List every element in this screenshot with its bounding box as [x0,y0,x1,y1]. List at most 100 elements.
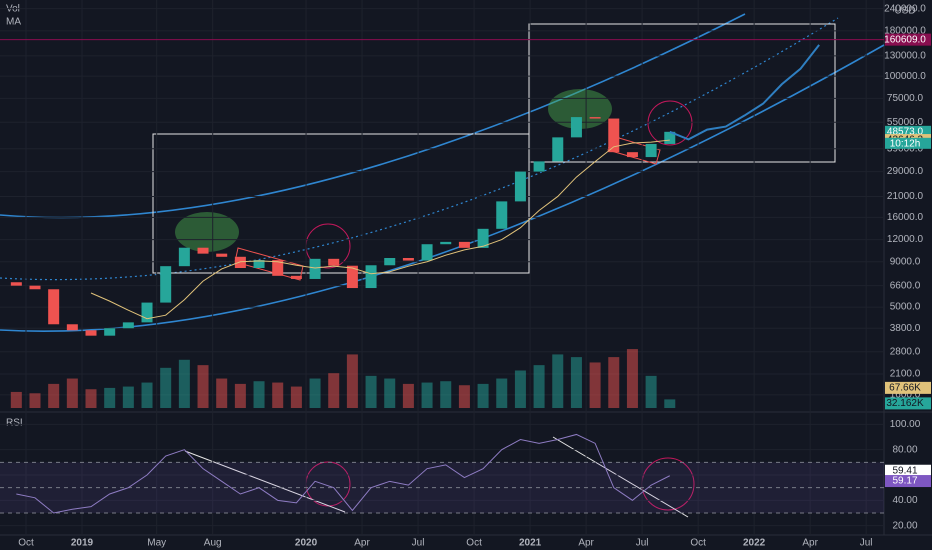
box [152,133,530,274]
y-tick-label: 21000.0 [887,191,924,202]
volume-bar [216,378,228,408]
volume-bar [253,381,265,408]
axis-label-bg [885,33,931,46]
x-tick-label: 2020 [295,538,318,549]
rsi-line [16,433,671,514]
axis-label-bg [885,464,931,477]
x-tick-label: 2022 [743,538,766,549]
volume-bar [533,365,545,408]
candle-body [645,143,657,158]
candle-body [309,258,321,279]
axis-label-bg [885,381,931,394]
volume-bar [104,387,116,408]
axis-label: 48573.0 [887,126,924,137]
volume-bar [626,349,638,408]
projection-line [669,44,820,141]
countdown-bg [885,137,931,149]
axis-label: 59.41 [892,465,917,476]
x-tick-label: Jul [860,538,873,549]
candle-body [48,289,60,325]
y-tick-label: 130000.0 [884,51,926,62]
y-tick-label: 6600.0 [890,280,921,291]
y-tick-label: 5000.0 [890,302,921,313]
y-tick-label: 1600.0 [890,390,921,401]
y-tick-label: 39000.0 [887,143,924,154]
candle-body [66,324,78,331]
volume-bar [346,354,358,408]
highlight [548,89,612,129]
y-tick-label: 9000.0 [890,256,921,267]
candle-body [328,258,340,266]
volume-bar [496,378,508,408]
axis-label: 160609.0 [884,34,926,45]
y-tick-label: 55000.0 [887,117,924,128]
volume-bar [608,357,620,408]
x-tick-label: Jul [636,538,649,549]
volume-bar [477,383,489,408]
candle-body [552,137,564,162]
candle-body [253,260,265,269]
rsi-tick-label: 100.00 [890,419,921,430]
candle-body [533,161,545,172]
plot [0,0,884,535]
axis-label: 59.17 [892,476,917,487]
candle-body [178,247,190,267]
volume-bar [85,389,97,408]
x-tick-label: 2019 [71,538,94,549]
candle-body [458,241,470,248]
x-tick-label: Jul [412,538,425,549]
candle-body [290,275,302,279]
y-tick-label: 180000.0 [884,25,926,36]
rsi-tick-label: 40.00 [892,495,917,506]
axis-label: 32.162K [886,398,924,409]
candle-body [664,131,676,144]
volume-bar [160,367,172,408]
volume-bar [664,399,676,408]
volume-bar [234,383,246,408]
y-tick-label: 16000.0 [887,212,924,223]
axis-label-bg [885,397,931,410]
volume-bar [10,391,22,408]
candle-body [496,201,508,229]
volume-bar [66,378,78,408]
volume-bar [290,386,302,408]
volume-bar [402,383,414,408]
volume-bar [645,375,657,408]
x-tick-label: Oct [18,538,34,549]
candle-body [384,258,396,266]
y-tick-label: 29000.0 [887,166,924,177]
candle-body [10,282,22,286]
x-tick-label: May [147,538,166,549]
volume-bar [272,382,284,408]
candle-body [234,256,246,269]
volume-bar [141,382,153,408]
volume-bar [309,378,321,408]
rsi-title: RSI [6,418,23,429]
candle-body [160,266,172,303]
candle-body [141,302,153,323]
highlight [175,212,239,252]
candle-body [626,152,638,158]
candle-body [608,118,620,153]
candle-body [477,228,489,248]
countdown: 10:12h [890,138,921,149]
candle-body [122,322,134,329]
candle-body [365,265,377,289]
trendline [184,450,346,513]
candle-body [440,241,452,245]
volume-bar [29,393,41,408]
candle-body [85,330,97,336]
volume-bar [197,365,209,408]
volume-bar [178,359,190,408]
x-tick-label: Oct [466,538,482,549]
y-tick-label: 3800.0 [890,323,921,334]
circle [647,100,693,146]
x-tick-label: 2021 [519,538,542,549]
x-tick-label: Apr [578,538,594,549]
candle-body [104,328,116,336]
candle-body [216,253,228,257]
candle-body [421,244,433,261]
candle-body [570,117,582,138]
x-tick-label: Oct [690,538,706,549]
